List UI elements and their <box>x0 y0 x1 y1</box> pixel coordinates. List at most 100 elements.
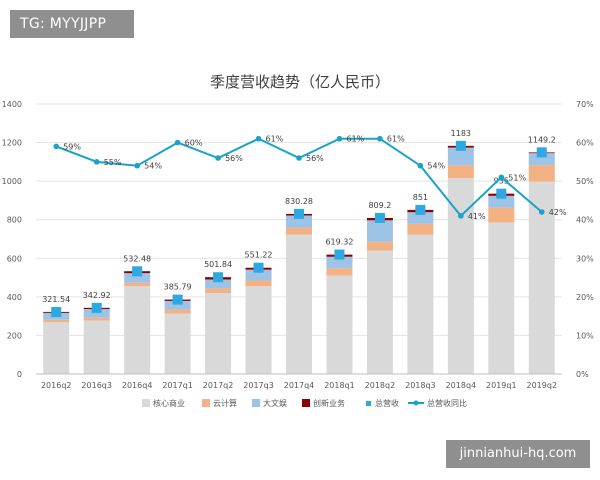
total-label: 1183 <box>451 129 471 138</box>
growth-point <box>377 135 383 142</box>
legend-swatch <box>252 399 260 407</box>
total-marker <box>374 212 385 223</box>
total-marker <box>536 147 547 158</box>
bar-segment <box>366 241 393 251</box>
bar-segment <box>528 153 555 166</box>
total-marker <box>496 188 507 199</box>
total-marker <box>455 140 466 151</box>
growth-point <box>336 135 343 142</box>
bar-segment <box>164 300 191 310</box>
y-left-tick-label: 0 <box>17 370 22 379</box>
total-marker <box>253 262 264 273</box>
chart-title: 季度营收趋势（亿人民币） <box>210 73 390 91</box>
bar-segment <box>124 273 151 283</box>
bar-segment <box>366 250 393 374</box>
bar-segment <box>407 212 434 224</box>
legend-label: 云计算 <box>213 398 237 408</box>
bar-segment <box>205 293 232 374</box>
growth-point <box>498 174 505 181</box>
growth-point <box>255 135 262 142</box>
total-marker <box>294 208 304 219</box>
x-tick-label: 2016q2 <box>41 381 72 390</box>
growth-label: 61% <box>266 135 284 144</box>
bar-segment <box>164 313 191 374</box>
bar-segment <box>528 165 555 182</box>
total-label: 385.79 <box>164 283 192 292</box>
bar-segment <box>326 256 353 269</box>
growth-label: 60% <box>185 139 203 148</box>
stacked-bars <box>43 145 555 374</box>
legend-label: 核心商业 <box>153 398 185 408</box>
bar-segment <box>124 286 151 374</box>
x-tick-label: 2017q3 <box>243 381 274 390</box>
growth-point <box>538 209 545 215</box>
bar-segment <box>447 165 474 179</box>
bar-segment <box>286 234 312 374</box>
bar-segment <box>407 234 434 374</box>
total-label: 830.28 <box>285 197 313 206</box>
legend-swatch <box>366 401 371 406</box>
total-label: 532.48 <box>123 254 151 263</box>
y-right-tick-label: 40% <box>576 216 594 225</box>
bar-segment <box>83 317 110 321</box>
growth-label: 56% <box>306 154 324 163</box>
growth-point <box>53 143 60 150</box>
bar-segment <box>447 178 474 374</box>
legend: 核心商业 云计算 大文娱 创新业务 总营收 总营收同比 <box>142 398 467 408</box>
bar-segment <box>245 280 272 287</box>
total-marker <box>132 266 143 277</box>
bar-segment <box>205 279 232 289</box>
bar-segment <box>245 269 272 281</box>
bar-segment <box>326 268 353 276</box>
legend-swatch <box>302 399 310 407</box>
bar-segment <box>43 319 70 323</box>
total-marker <box>91 302 102 313</box>
y-right-tick-label: 20% <box>576 293 594 302</box>
site-tag: jinnianhui-hq.com <box>446 440 590 468</box>
growth-label: 56% <box>225 154 243 163</box>
bar-segment <box>488 195 515 208</box>
total-label: 1149.2 <box>528 135 556 144</box>
growth-point <box>93 159 100 165</box>
total-marker <box>51 306 62 317</box>
growth-label: 54% <box>427 162 445 171</box>
total-label: 551.22 <box>245 251 273 260</box>
growth-label: 42% <box>549 208 567 217</box>
y-left-tick-label: 400 <box>7 293 22 302</box>
x-tick-label: 2016q3 <box>81 381 112 390</box>
x-axis: 2016q2 2016q3 2016q4 2017q1 2017q2 2017q3 2017… <box>36 373 562 390</box>
growth-point <box>296 155 302 161</box>
y-left-tick-label: 600 <box>7 254 22 263</box>
total-label: 619.32 <box>325 238 353 247</box>
y-left-tick-label: 1400 <box>2 100 22 109</box>
bar-segment <box>286 227 312 235</box>
growth-point <box>215 155 221 161</box>
x-tick-label: 2018q1 <box>324 381 355 390</box>
x-tick-label: 2018q2 <box>365 381 396 390</box>
total-label: 342.92 <box>83 291 111 300</box>
bar-segment <box>124 282 151 287</box>
growth-line: 59% 55% 54% 60% 56% 61% 56% 61% 61% 54% 41% 51% 42% <box>53 135 567 221</box>
total-label: 809.2 <box>368 201 391 210</box>
total-marker <box>213 272 224 283</box>
total-marker <box>172 294 183 305</box>
x-tick-label: 2017q2 <box>203 381 234 390</box>
legend-swatch <box>202 399 210 407</box>
total-label: 935 <box>494 177 509 186</box>
growth-label: 41% <box>468 212 486 221</box>
bar-segment <box>447 147 474 166</box>
growth-point <box>417 162 424 169</box>
watermark-tag: TG: MYYJJPP <box>10 10 134 38</box>
legend-label: 创新业务 <box>313 398 345 408</box>
y-right-tick-label: 10% <box>576 331 594 340</box>
bar-segment <box>366 220 393 242</box>
legend-swatch <box>142 399 150 407</box>
legend-label: 大文娱 <box>263 398 287 408</box>
bar-segment <box>83 309 110 318</box>
x-tick-label: 2017q4 <box>284 381 315 390</box>
growth-point <box>174 139 181 146</box>
bar-segment <box>488 222 515 374</box>
growth-label: 51% <box>508 173 526 182</box>
bar-segment <box>488 207 515 223</box>
legend-label: 总营收同比 <box>427 398 467 408</box>
